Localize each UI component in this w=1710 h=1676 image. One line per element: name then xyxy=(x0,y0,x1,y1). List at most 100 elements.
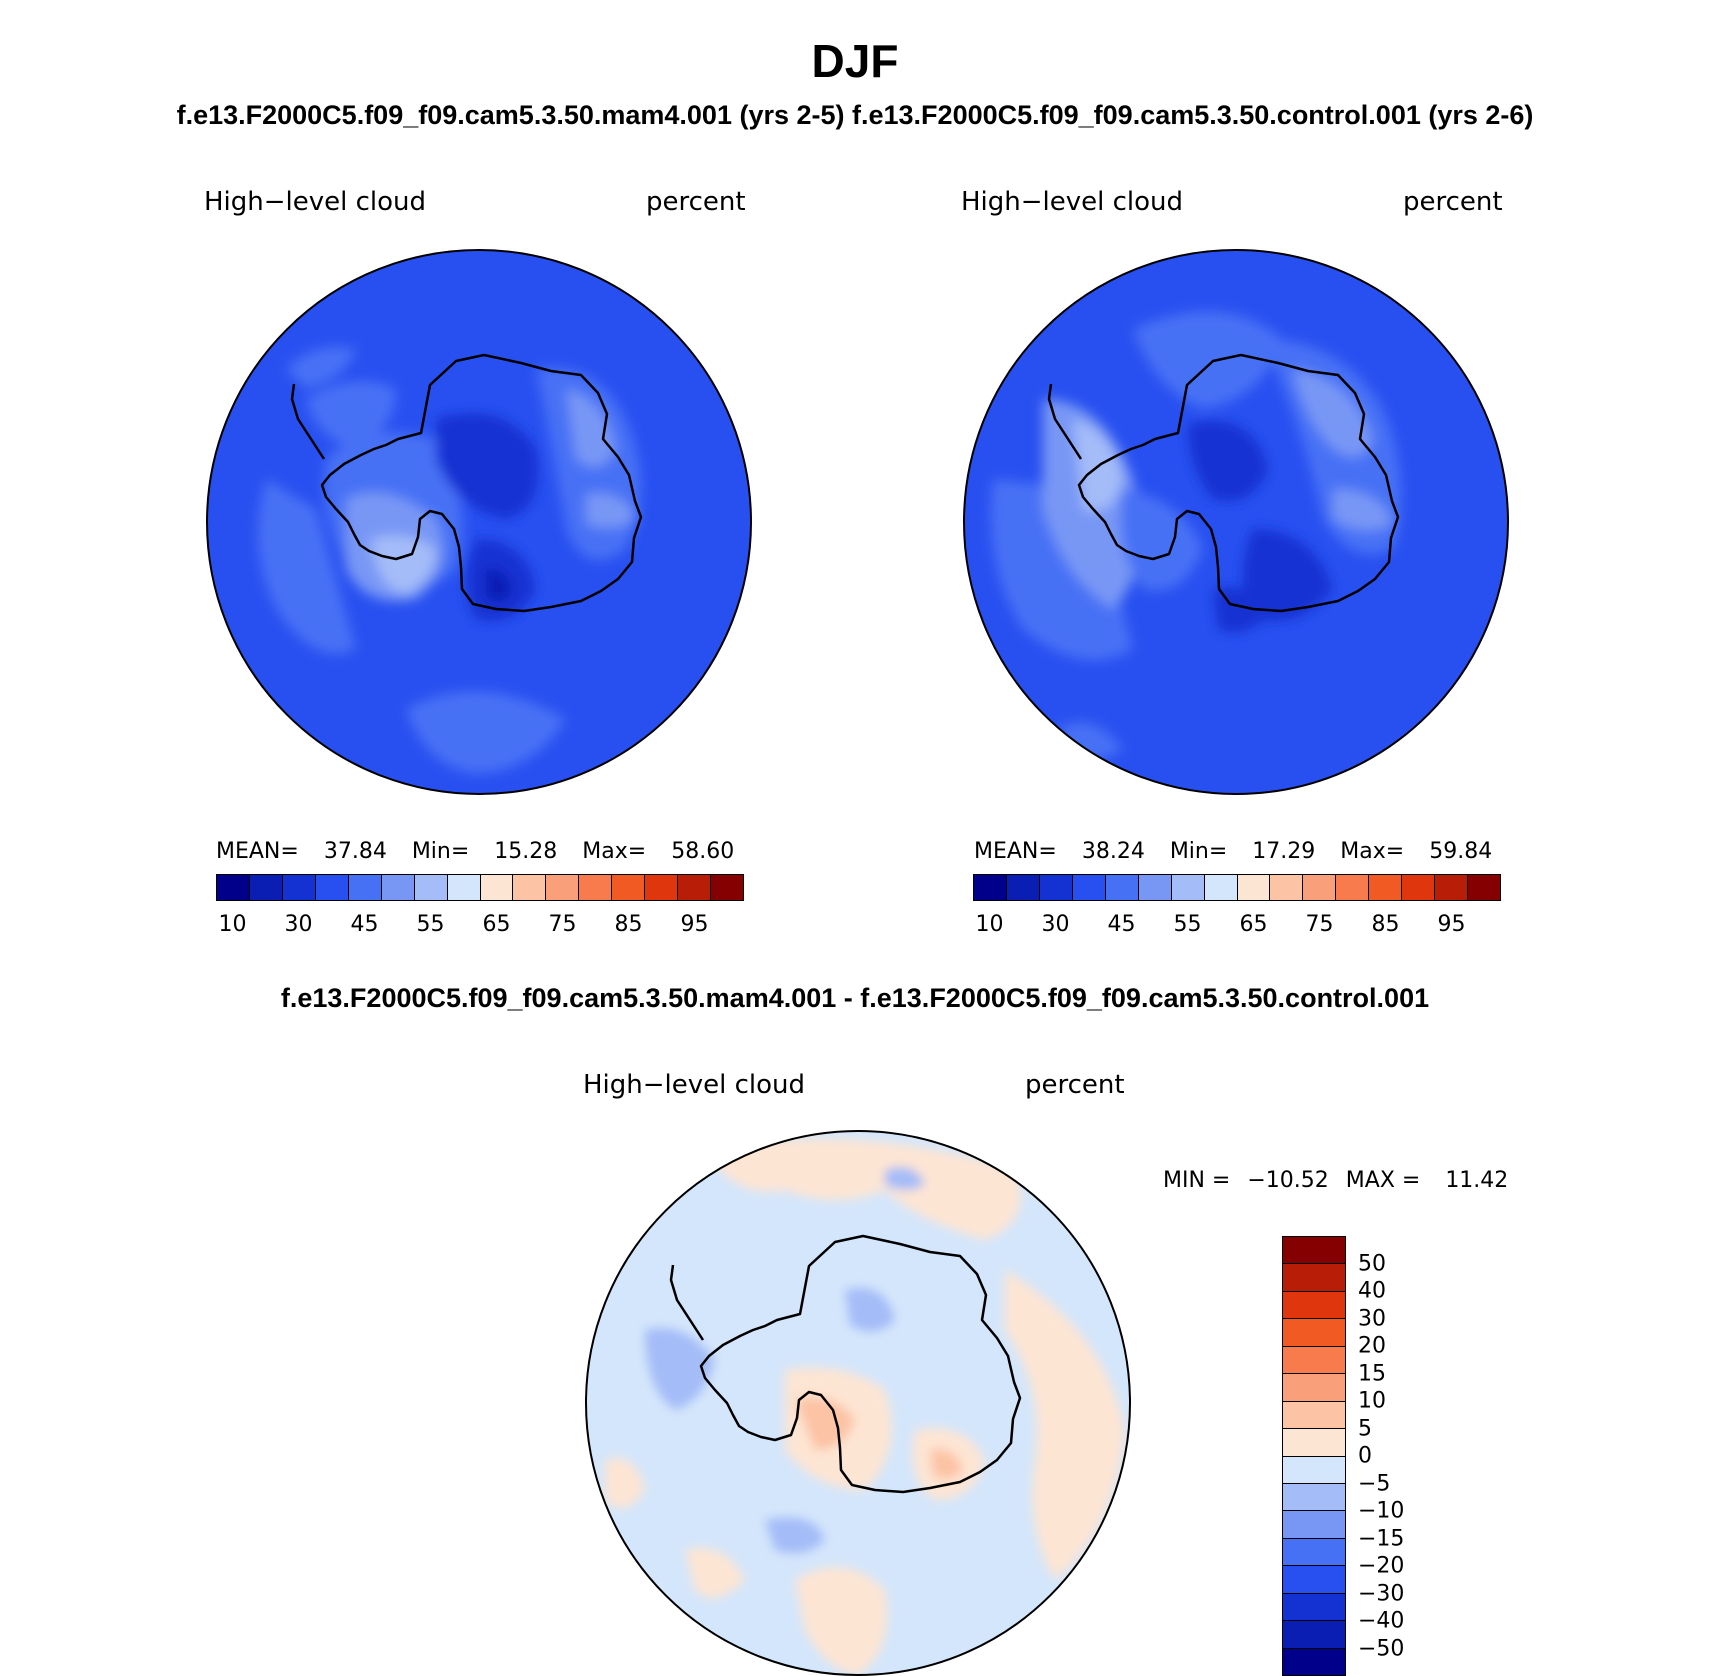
colorbar-swatch xyxy=(1237,875,1271,900)
panel1-contour xyxy=(371,535,436,594)
panel3-colorbar xyxy=(1282,1236,1346,1676)
colorbar-swatch xyxy=(1336,875,1370,900)
colorbar-swatch xyxy=(348,875,382,900)
panel3-peninsula xyxy=(669,1264,705,1341)
panel2-peninsula xyxy=(1047,383,1083,460)
panel2-colorbar xyxy=(973,874,1501,901)
panel1-units-label: percent xyxy=(646,187,746,217)
panel1-contour xyxy=(258,479,356,654)
panel1-max-label: Max= xyxy=(582,839,647,864)
colorbar-tick-label: 95 xyxy=(1437,912,1466,937)
colorbar-tick-label: 65 xyxy=(1239,912,1268,937)
panel1-contour xyxy=(406,691,566,774)
colorbar-tick-label: −30 xyxy=(1358,1581,1405,1606)
panel2-colorbar-ticks: 10 30 45 55 65 75 85 95 xyxy=(973,912,1501,942)
colorbar-swatch xyxy=(579,875,613,900)
colorbar-swatch xyxy=(1171,875,1205,900)
panel3-contour xyxy=(685,1548,745,1598)
colorbar-tick-label: 30 xyxy=(1041,912,1070,937)
colorbar-tick-label: 85 xyxy=(1371,912,1400,937)
colorbar-swatch xyxy=(1270,875,1304,900)
panel3-contour xyxy=(845,1288,895,1332)
panel1-mean-label: MEAN= xyxy=(216,839,299,864)
colorbar-swatch xyxy=(711,875,743,900)
panel3-contour xyxy=(765,1517,825,1554)
colorbar-tick-label: 45 xyxy=(1107,912,1136,937)
colorbar-swatch xyxy=(1283,1346,1345,1375)
colorbar-tick-label: −20 xyxy=(1358,1553,1405,1579)
panel2-min-value: 17.29 xyxy=(1252,839,1316,864)
colorbar-swatch xyxy=(1283,1374,1345,1402)
panel1-colorbar xyxy=(216,874,744,901)
colorbar-tick-label: 75 xyxy=(1305,912,1334,937)
panel3-polar-map xyxy=(585,1130,1131,1676)
colorbar-tick-label: 0 xyxy=(1358,1443,1372,1469)
colorbar-swatch xyxy=(1138,875,1172,900)
colorbar-swatch xyxy=(1039,875,1073,900)
colorbar-tick-label: 50 xyxy=(1358,1251,1386,1276)
panel3-contour xyxy=(705,1138,1021,1240)
colorbar-tick-label: 5 xyxy=(1358,1416,1372,1441)
panel3-max-label: MAX = xyxy=(1345,1168,1421,1193)
colorbar-swatch xyxy=(1283,1621,1345,1649)
panel1-contour xyxy=(286,346,356,389)
panel2-mean-value: 38.24 xyxy=(1081,839,1145,864)
panel1-variable-label: High−level cloud xyxy=(204,187,427,217)
colorbar-swatch xyxy=(1283,1483,1345,1512)
panel2-stats: MEAN= 38.24 Min= 17.29 Max= 59.84 xyxy=(974,839,1492,864)
panel1-contour xyxy=(486,569,511,602)
panel3-max-value: 11.42 xyxy=(1445,1168,1509,1193)
colorbar-swatch xyxy=(381,875,415,900)
colorbar-tick-label: 30 xyxy=(284,912,313,937)
colorbar-swatch xyxy=(217,875,250,900)
colorbar-tick-label: −5 xyxy=(1358,1471,1391,1496)
panel2-map-border xyxy=(963,249,1509,795)
panel1-contour xyxy=(436,413,538,519)
panel2-contour xyxy=(1333,489,1393,531)
colorbar-tick-label: 20 xyxy=(1358,1333,1386,1359)
colorbar-tick-label: 10 xyxy=(218,912,247,937)
panel1-colorbar-ticks: 10 30 45 55 65 75 85 95 xyxy=(216,912,744,942)
panel2-mean-label: MEAN= xyxy=(974,839,1057,864)
colorbar-tick-label: 40 xyxy=(1358,1278,1386,1304)
colorbar-swatch xyxy=(513,875,547,900)
panel1-contour xyxy=(586,493,636,528)
colorbar-swatch xyxy=(1105,875,1139,900)
panel1-contour xyxy=(306,381,396,449)
panel3-min-value: −10.52 xyxy=(1247,1168,1329,1193)
colorbar-swatch xyxy=(1283,1319,1345,1347)
colorbar-swatch xyxy=(1072,875,1106,900)
panel1-stats: MEAN= 37.84 Min= 15.28 Max= 58.60 xyxy=(216,839,734,864)
colorbar-swatch xyxy=(1283,1291,1345,1320)
colorbar-swatch xyxy=(1006,875,1040,900)
colorbar-tick-label: 15 xyxy=(1358,1361,1386,1386)
panel2-min-label: Min= xyxy=(1169,839,1228,864)
panel3-variable-label: High−level cloud xyxy=(583,1070,806,1100)
colorbar-swatch xyxy=(447,875,481,900)
colorbar-swatch xyxy=(1283,1456,1345,1484)
colorbar-tick-label: 65 xyxy=(482,912,511,937)
season-title: DJF xyxy=(811,35,899,87)
panel3-contour xyxy=(1005,1270,1125,1580)
colorbar-swatch xyxy=(1303,875,1337,900)
colorbar-tick-label: 45 xyxy=(350,912,379,937)
colorbar-swatch xyxy=(612,875,646,900)
panel3-coastline xyxy=(699,1234,1022,1494)
panel2-units-label: percent xyxy=(1403,187,1503,217)
panel2-polar-map xyxy=(963,249,1509,795)
colorbar-swatch xyxy=(678,875,712,900)
case-pair-title: f.e13.F2000C5.f09_f09.cam5.3.50.mam4.001… xyxy=(176,100,1534,130)
colorbar-swatch xyxy=(480,875,514,900)
panel3-contour xyxy=(885,1167,925,1190)
panel2-contour xyxy=(1133,311,1283,409)
colorbar-swatch xyxy=(1283,1264,1345,1292)
colorbar-tick-label: 85 xyxy=(614,912,643,937)
colorbar-swatch xyxy=(282,875,316,900)
colorbar-swatch xyxy=(1283,1401,1345,1430)
panel1-min-label: Min= xyxy=(411,839,470,864)
panel3-contour xyxy=(930,1449,963,1479)
panel1-map-border xyxy=(206,249,752,795)
colorbar-swatch xyxy=(1435,875,1469,900)
panel2-variable-label: High−level cloud xyxy=(961,187,1184,217)
panel1-max-value: 58.60 xyxy=(671,839,735,864)
